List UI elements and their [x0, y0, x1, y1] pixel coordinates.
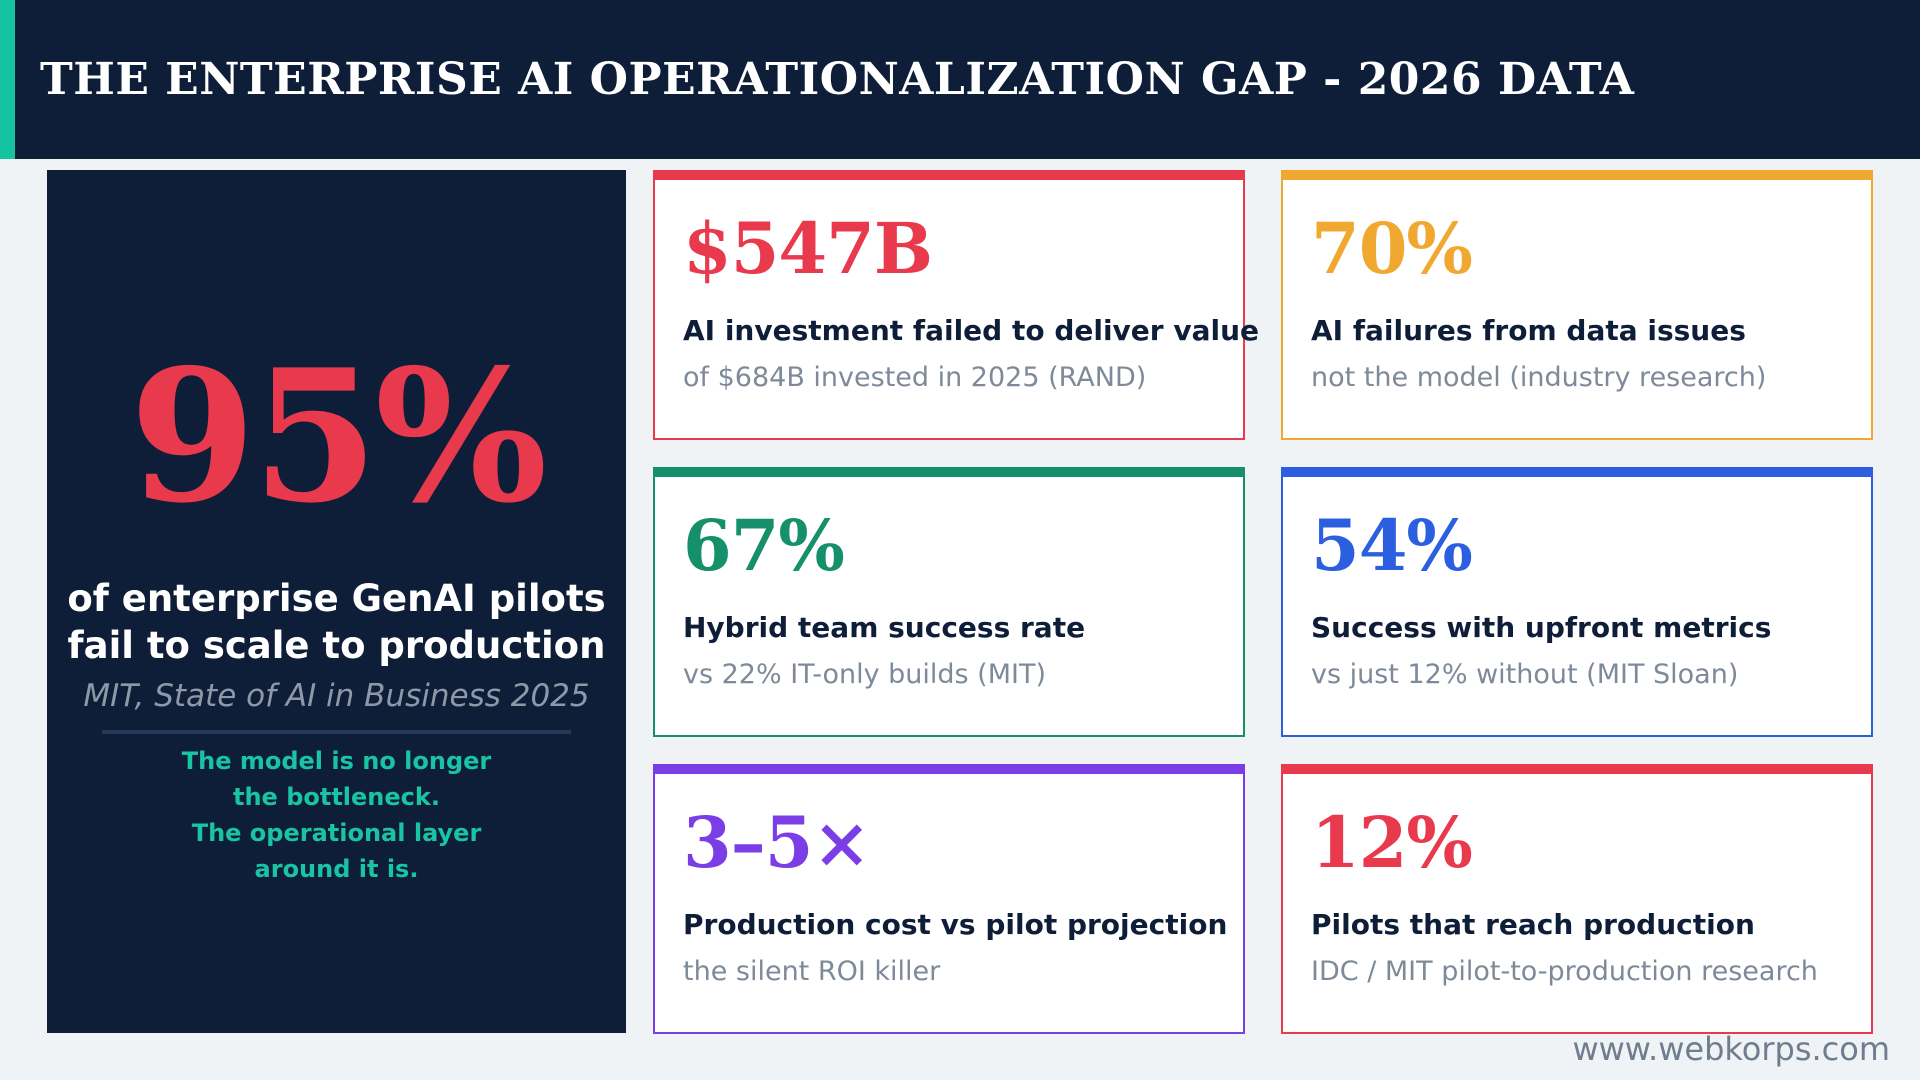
stat-card-upfront-metrics: 54% Success with upfront metrics vs just…: [1281, 467, 1873, 737]
page-title: THE ENTERPRISE AI OPERATIONALIZATION GAP…: [40, 54, 1635, 105]
stat-card-label: Success with upfront metrics: [1311, 611, 1772, 644]
stat-card-subtext: vs 22% IT-only builds (MIT): [683, 659, 1046, 690]
stat-card-subtext: not the model (industry research): [1311, 362, 1767, 393]
stat-card-subtext: IDC / MIT pilot-to-production research: [1311, 956, 1818, 987]
hero-note-line: around it is.: [254, 855, 419, 883]
header-banner: THE ENTERPRISE AI OPERATIONALIZATION GAP…: [0, 0, 1920, 159]
footer-url: www.webkorps.com: [1572, 1030, 1890, 1068]
stat-card-label: Pilots that reach production: [1311, 908, 1755, 941]
stat-card-value: 70%: [1311, 207, 1473, 290]
stat-card-subtext: of $684B invested in 2025 (RAND): [683, 362, 1147, 393]
stat-card-subtext: vs just 12% without (MIT Sloan): [1311, 659, 1739, 690]
hero-stat-value: 95%: [129, 329, 547, 543]
hero-divider: [102, 730, 571, 734]
hero-note-line: The model is no longer: [181, 747, 492, 775]
hero-source: MIT, State of AI in Business 2025: [83, 678, 590, 714]
stat-card-value: $547B: [683, 207, 933, 290]
stat-card-value: 54%: [1311, 504, 1473, 587]
stat-card-value: 12%: [1311, 801, 1473, 884]
header-accent-bar: [0, 0, 15, 159]
hero-note-line: the bottleneck.: [233, 783, 440, 811]
hero-description: of enterprise GenAI pilots fail to scale…: [67, 577, 606, 667]
stat-card-subtext: the silent ROI killer: [683, 956, 941, 987]
stat-card-label: Hybrid team success rate: [683, 611, 1086, 644]
stat-card-label: AI investment failed to deliver value: [683, 314, 1260, 347]
stat-card-production-cost: 3–5× Production cost vs pilot projection…: [653, 764, 1245, 1034]
stat-card-label: AI failures from data issues: [1311, 314, 1746, 347]
stat-card-data-issues: 70% AI failures from data issues not the…: [1281, 170, 1873, 440]
stat-card-label: Production cost vs pilot projection: [683, 908, 1228, 941]
hero-panel: 95% of enterprise GenAI pilots fail to s…: [47, 170, 626, 1033]
stat-card-value: 3–5×: [683, 801, 871, 884]
stat-card-pilots-production: 12% Pilots that reach production IDC / M…: [1281, 764, 1873, 1034]
stat-card-investment: $547B AI investment failed to deliver va…: [653, 170, 1259, 440]
stat-card-hybrid-team: 67% Hybrid team success rate vs 22% IT-o…: [653, 467, 1245, 737]
hero-note-line: The operational layer: [191, 819, 482, 847]
stat-card-value: 67%: [683, 504, 845, 587]
hero-note: The model is no longer the bottleneck. T…: [107, 743, 566, 887]
